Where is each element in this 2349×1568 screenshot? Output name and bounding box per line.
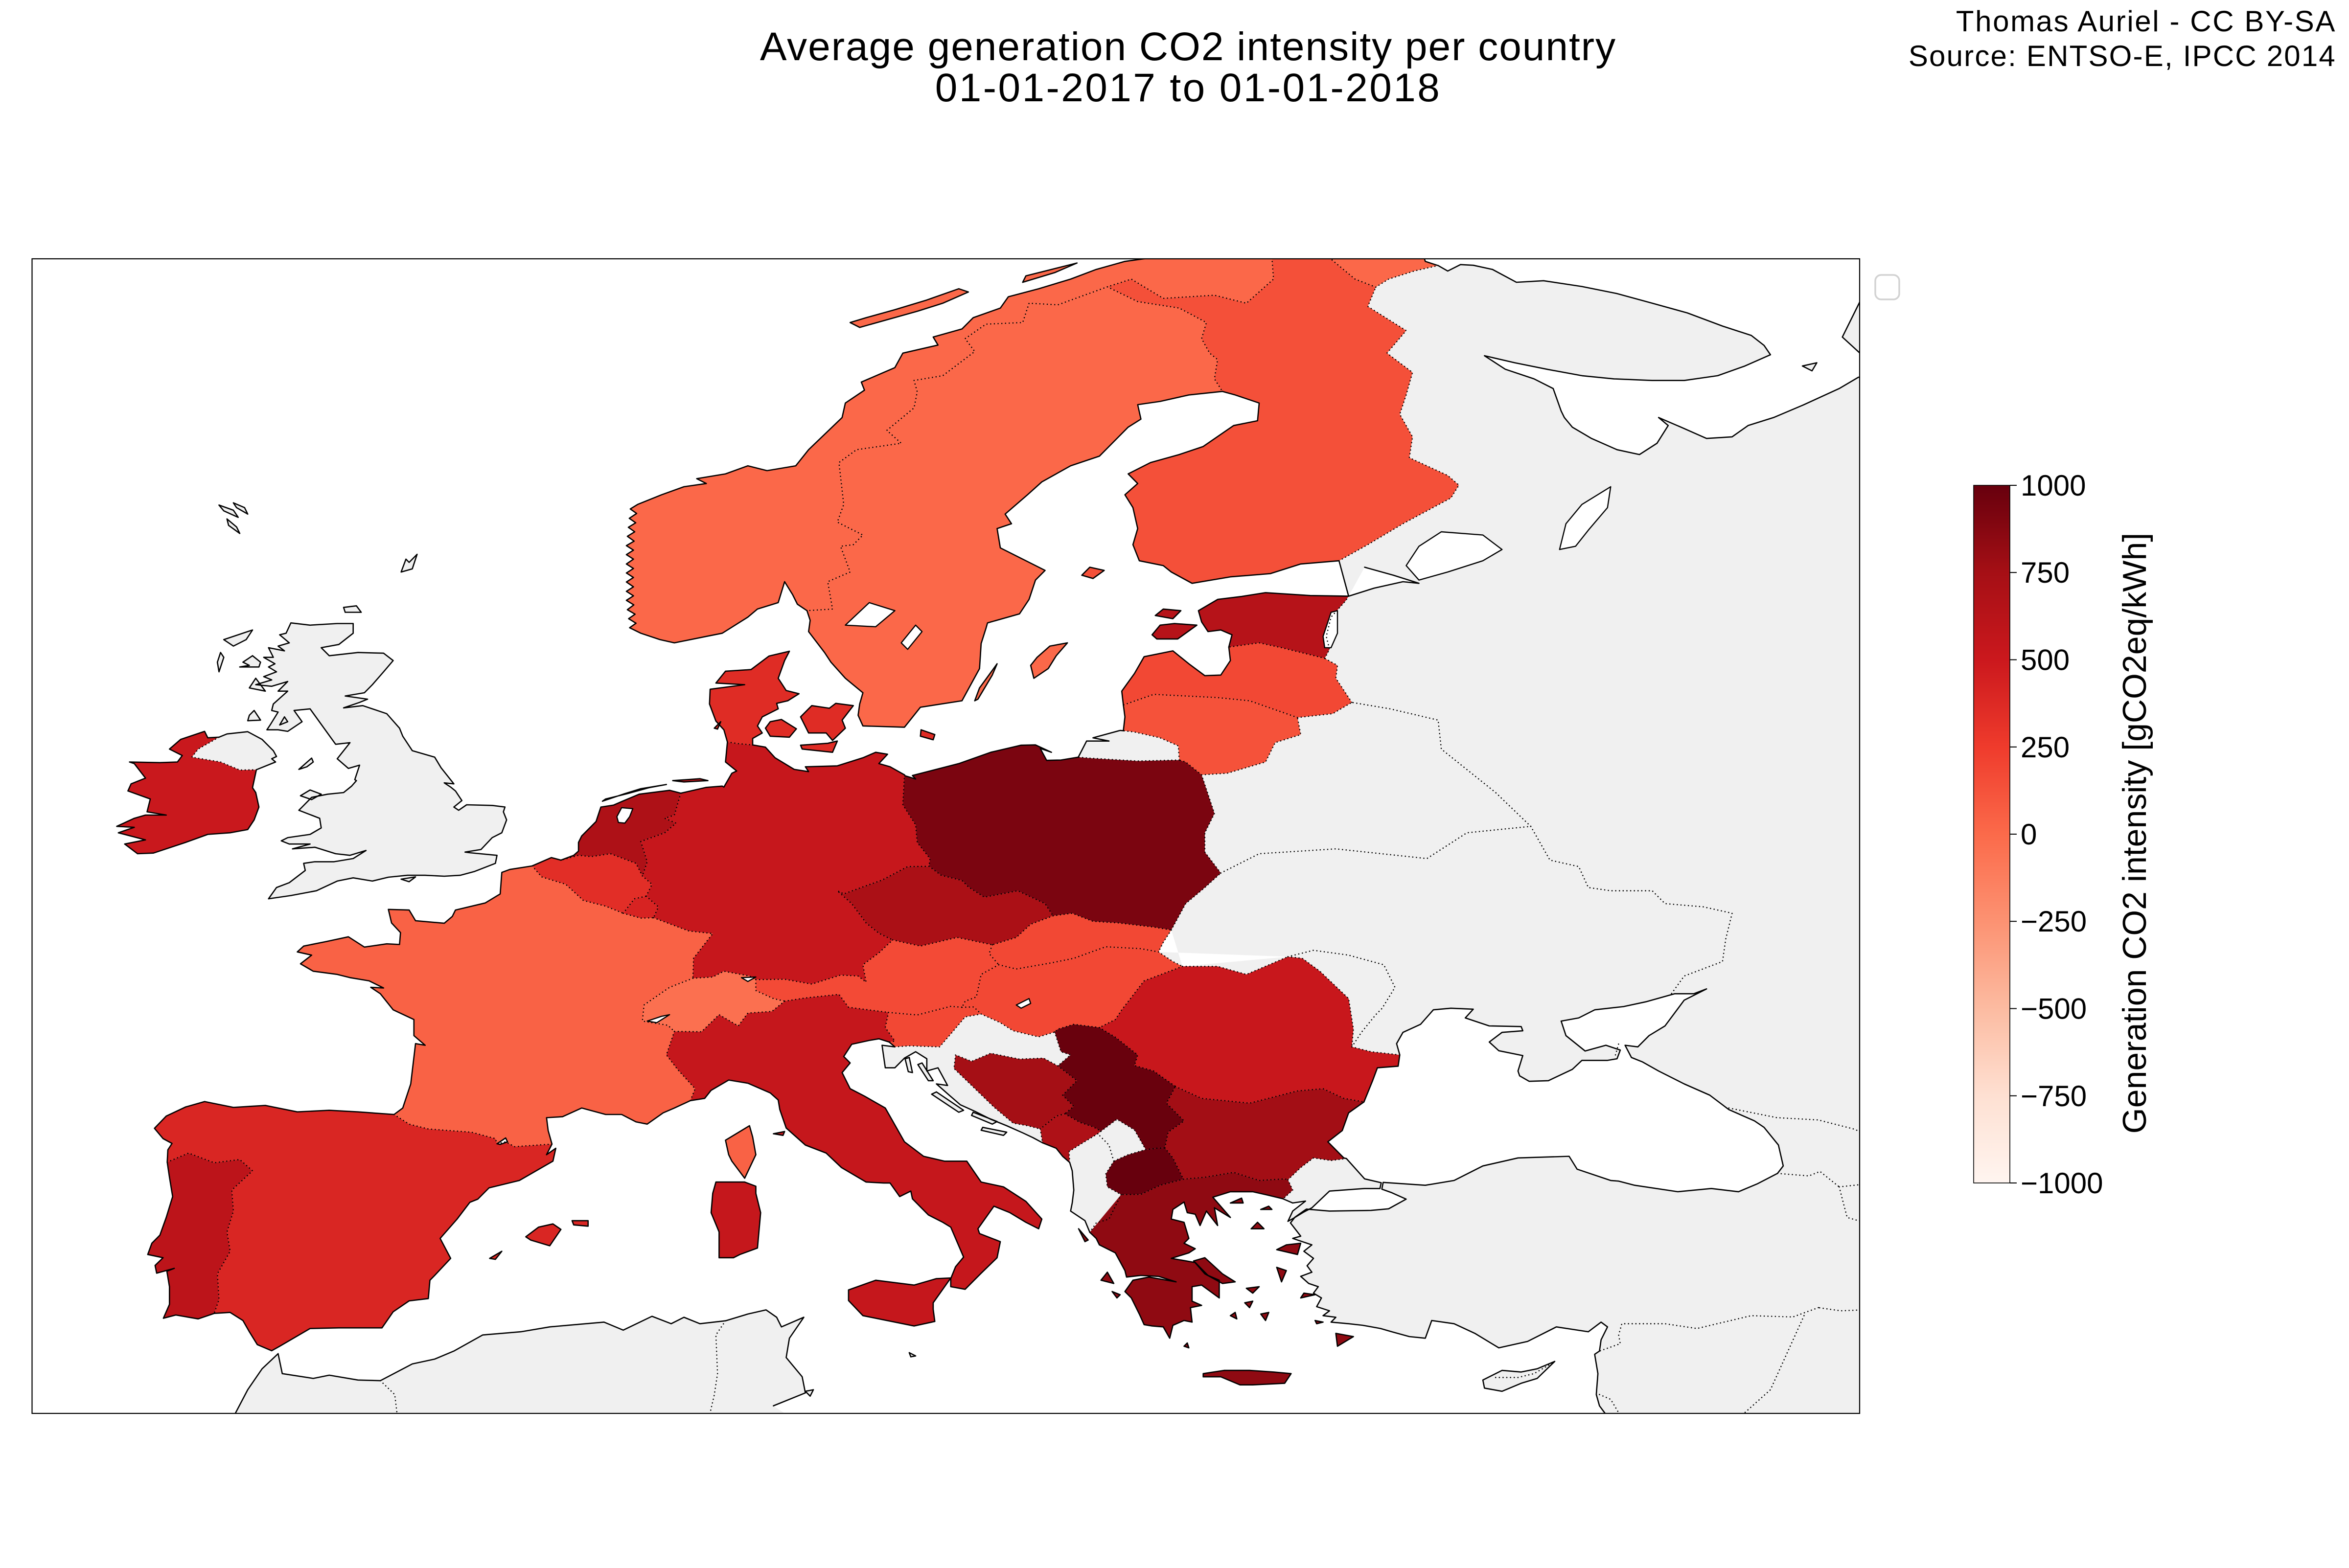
svg-text:Source: ENTSO-E, IPCC 2014: Source: ENTSO-E, IPCC 2014 [1909, 40, 2336, 72]
svg-text:01-01-2017 to 01-01-2018: 01-01-2017 to 01-01-2018 [935, 66, 1441, 110]
svg-text:−750: −750 [2021, 1080, 2087, 1113]
svg-text:0: 0 [2021, 818, 2037, 851]
svg-text:−500: −500 [2021, 993, 2087, 1025]
svg-text:1000: 1000 [2021, 469, 2086, 502]
svg-text:Thomas Auriel - CC BY-SA: Thomas Auriel - CC BY-SA [1956, 5, 2336, 38]
svg-text:Generation CO2 intensity [gCO2: Generation CO2 intensity [gCO2eq/kWh] [2116, 533, 2153, 1134]
svg-text:250: 250 [2021, 731, 2070, 764]
svg-text:500: 500 [2021, 644, 2070, 677]
svg-text:750: 750 [2021, 556, 2070, 589]
svg-text:−1000: −1000 [2021, 1167, 2103, 1200]
svg-text:−250: −250 [2021, 905, 2087, 938]
svg-text:Average generation CO2 intensi: Average generation CO2 intensity per cou… [760, 24, 1616, 69]
